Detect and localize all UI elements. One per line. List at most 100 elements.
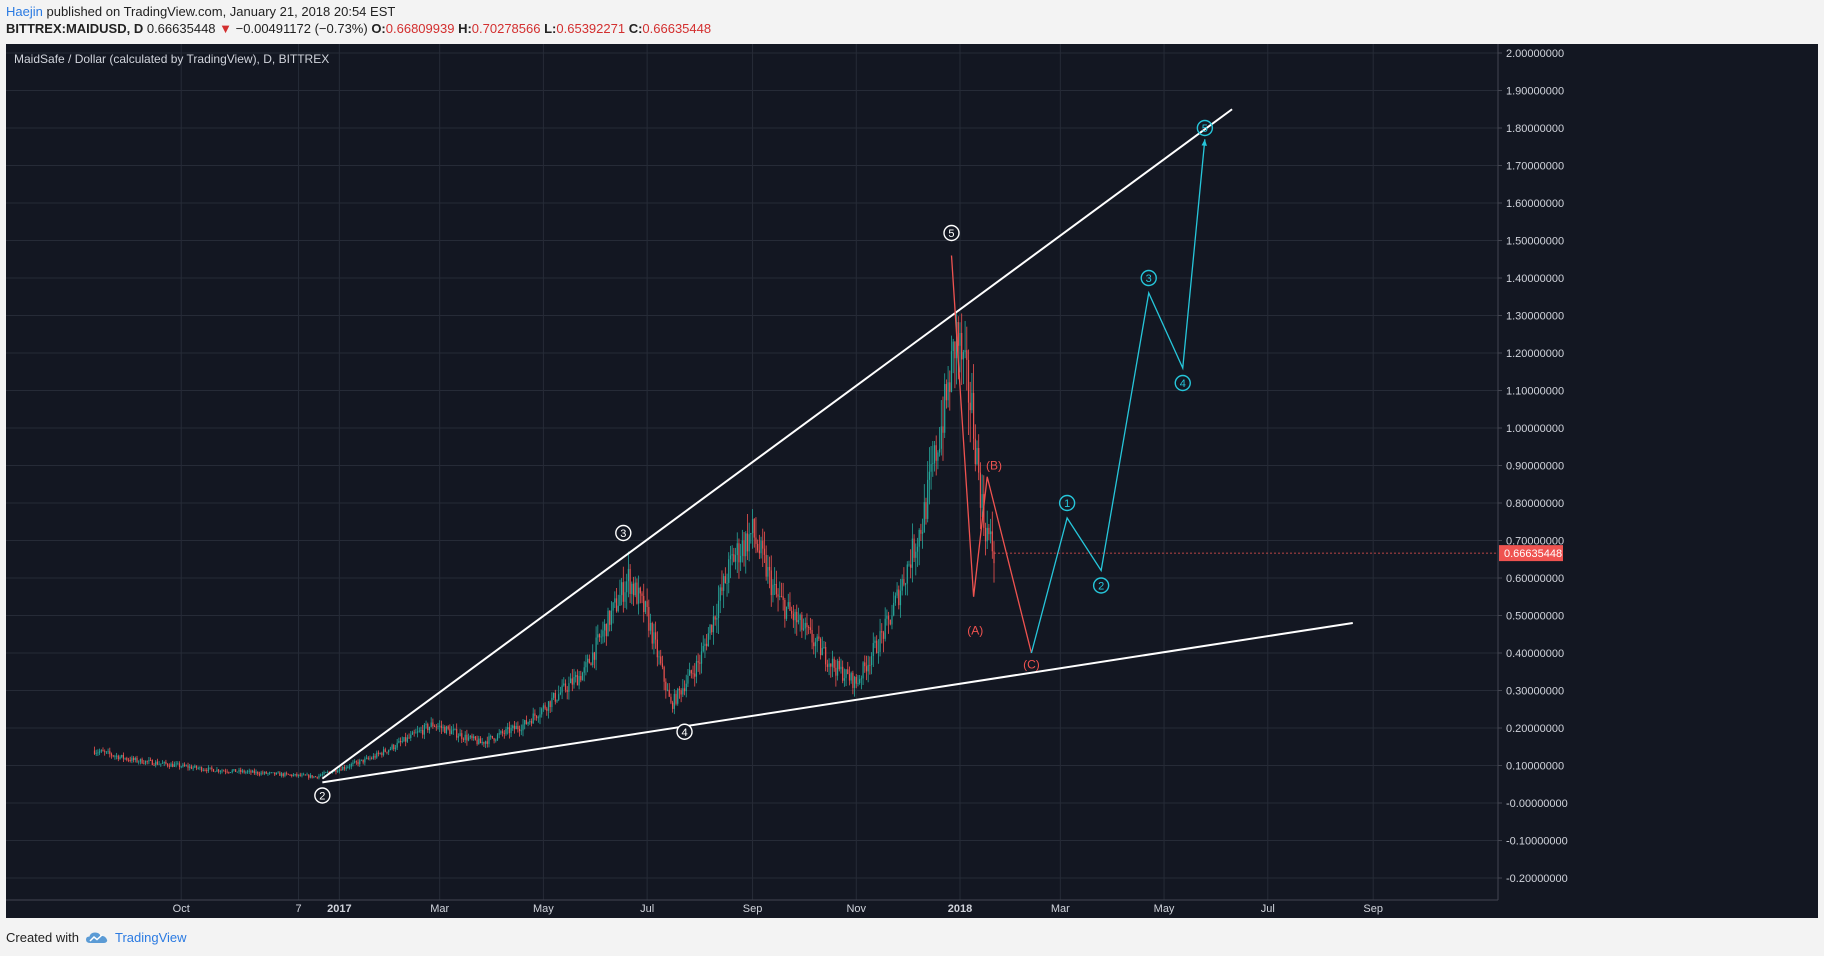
candle-body bbox=[501, 731, 504, 734]
candle-body bbox=[379, 753, 381, 754]
candle-body bbox=[842, 666, 844, 681]
candle-body bbox=[182, 764, 184, 767]
candle-body bbox=[372, 755, 374, 759]
candle-body bbox=[323, 772, 325, 775]
candle-body bbox=[328, 771, 330, 773]
candle-body bbox=[537, 717, 539, 719]
open-value: 0.66809939 bbox=[385, 21, 455, 36]
candle-body bbox=[337, 771, 339, 773]
candle-body bbox=[723, 576, 725, 591]
candle-body bbox=[221, 770, 223, 772]
candle-body bbox=[802, 628, 805, 630]
candle-body bbox=[566, 689, 568, 692]
candle-body bbox=[852, 672, 854, 688]
candle-body bbox=[870, 656, 873, 666]
candle-body bbox=[697, 661, 699, 663]
candle-body bbox=[536, 715, 538, 718]
candle-body bbox=[580, 676, 582, 681]
candle-body bbox=[622, 582, 624, 602]
candle-body bbox=[306, 774, 308, 776]
candle-body bbox=[990, 531, 992, 535]
candle-body bbox=[357, 762, 359, 765]
candle-body bbox=[347, 766, 349, 768]
candle-body bbox=[750, 533, 752, 535]
candle-body bbox=[365, 757, 368, 759]
primary-wave-circle bbox=[615, 524, 632, 542]
candle-body bbox=[218, 769, 220, 772]
candle-body bbox=[427, 724, 429, 731]
price-chart[interactable]: (A) (B) (C) 1 2 3 4 5 2 3 4 5 2.00000000 1.90000000 1.… bbox=[6, 44, 1818, 918]
candle-body bbox=[297, 774, 300, 776]
candle-body bbox=[513, 725, 516, 730]
y-tick-label: 2.00000000 bbox=[1506, 48, 1564, 60]
candle-body bbox=[143, 763, 145, 765]
candle-body bbox=[104, 751, 106, 753]
candle-body bbox=[517, 726, 519, 730]
candle-body bbox=[840, 666, 842, 670]
candle-body bbox=[405, 737, 407, 742]
candle-body bbox=[949, 382, 951, 392]
candle-body bbox=[542, 705, 545, 709]
candle-body bbox=[881, 631, 883, 633]
candle-body bbox=[544, 705, 546, 709]
candle-body bbox=[957, 322, 959, 346]
candle-body bbox=[231, 770, 233, 773]
candle-body bbox=[945, 384, 947, 401]
candle-body bbox=[131, 757, 133, 761]
candle-body bbox=[457, 736, 459, 738]
candle-body bbox=[116, 755, 118, 757]
candle-body bbox=[947, 382, 949, 401]
correction-wave-label: (B) bbox=[986, 459, 1002, 473]
candle-body bbox=[843, 678, 845, 681]
candle-body bbox=[848, 674, 851, 681]
author-link[interactable]: Haejin bbox=[6, 4, 43, 19]
candle-body bbox=[547, 701, 550, 711]
candle-body bbox=[733, 554, 735, 562]
candle-body bbox=[510, 728, 512, 734]
candle-body bbox=[991, 531, 993, 552]
candle-body bbox=[195, 765, 198, 769]
candle-body bbox=[466, 734, 468, 741]
lower-trendline bbox=[322, 622, 1353, 784]
candle-body bbox=[469, 735, 471, 738]
candle-body bbox=[661, 663, 664, 668]
candle-body bbox=[797, 620, 800, 623]
candle-body bbox=[518, 729, 521, 731]
candle-body bbox=[886, 615, 888, 619]
candle-body bbox=[556, 699, 558, 702]
candle-body bbox=[736, 543, 738, 556]
candle-body bbox=[903, 579, 905, 585]
candle-body bbox=[406, 737, 408, 742]
candle-body bbox=[376, 752, 378, 758]
upper-trendline bbox=[321, 108, 1233, 780]
candle-body bbox=[806, 622, 808, 628]
chart-panel[interactable]: (A) (B) (C) 1 2 3 4 5 2 3 4 5 2.00000000 1.90000000 1.… bbox=[6, 44, 1818, 918]
candle-body bbox=[235, 769, 237, 773]
y-tick-label: 1.20000000 bbox=[1506, 348, 1564, 360]
candle-body bbox=[435, 726, 437, 728]
candle-body bbox=[636, 582, 638, 604]
candle-body bbox=[534, 713, 536, 716]
candle-body bbox=[214, 771, 216, 773]
candle-body bbox=[653, 632, 655, 644]
candle-body bbox=[969, 402, 971, 411]
candle-body bbox=[146, 760, 148, 762]
candle-body bbox=[639, 587, 641, 594]
candle-body bbox=[893, 602, 895, 616]
candle-body bbox=[437, 726, 439, 728]
candle-body bbox=[393, 744, 395, 750]
candle-body bbox=[932, 463, 934, 465]
candle-body bbox=[498, 733, 500, 735]
close-value: 0.66635448 bbox=[642, 21, 712, 36]
candle-body bbox=[821, 648, 823, 656]
candle-body bbox=[595, 637, 597, 660]
tradingview-link[interactable]: TradingView bbox=[114, 930, 187, 945]
candle-body bbox=[304, 774, 306, 776]
candle-body bbox=[151, 760, 153, 765]
created-with-text: Created with bbox=[6, 930, 79, 945]
candle-body bbox=[649, 622, 652, 631]
candle-body bbox=[440, 725, 442, 728]
candle-body bbox=[874, 640, 876, 643]
tradingview-cloud-icon[interactable] bbox=[85, 931, 109, 945]
candle-body bbox=[524, 720, 526, 725]
